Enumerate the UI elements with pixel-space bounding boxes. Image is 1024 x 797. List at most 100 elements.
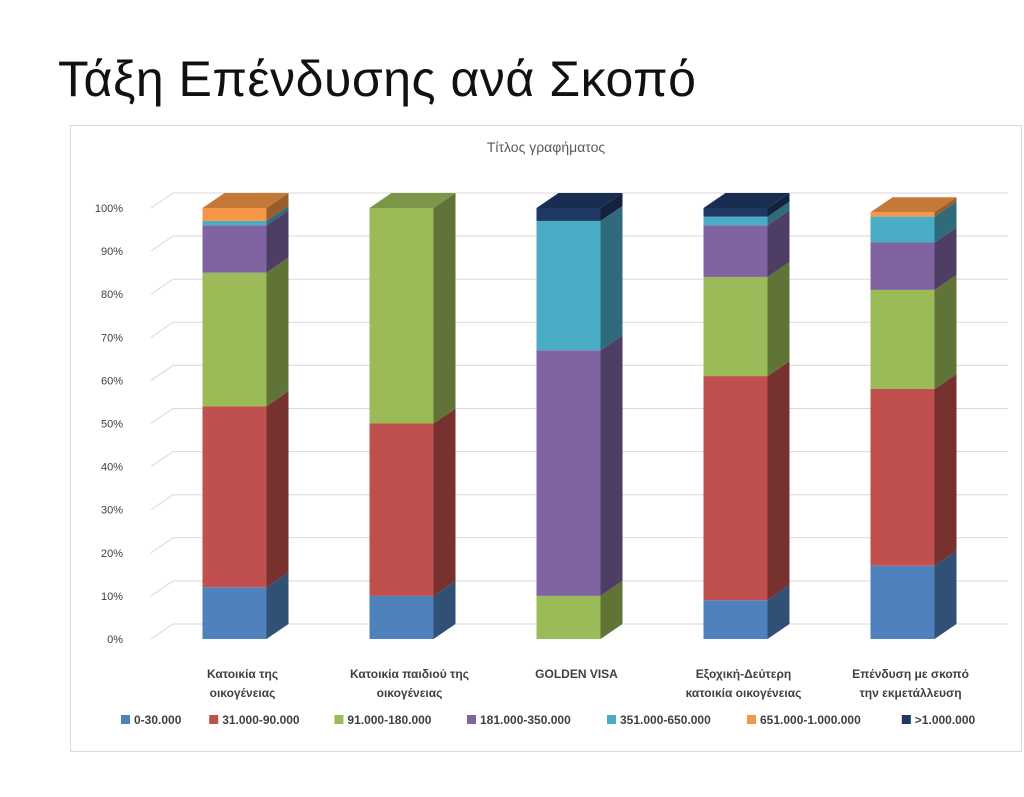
x-category-label: οικογένειας bbox=[377, 686, 443, 700]
legend-swatch bbox=[607, 715, 616, 724]
bar-segment bbox=[202, 406, 267, 588]
bar-segment bbox=[870, 565, 935, 639]
y-tick-label: 30% bbox=[101, 505, 123, 517]
y-tick-label: 20% bbox=[101, 548, 123, 560]
bar-segment bbox=[703, 600, 768, 639]
bar-segment bbox=[703, 276, 768, 377]
bar-segment bbox=[870, 289, 935, 390]
gridline-depth bbox=[150, 494, 174, 511]
stacked-bar-chart: Τίτλος γραφήματος 0% 10% 20% 30% 40% 50% 60% 70%… bbox=[95, 139, 1008, 727]
bar-segment-side bbox=[600, 205, 623, 351]
y-tick-label: 90% bbox=[101, 246, 123, 258]
bar-segment bbox=[202, 272, 267, 407]
bar-segment bbox=[870, 242, 935, 290]
bar-segment-side bbox=[433, 193, 456, 424]
chart-title: Τίτλος γραφήματος bbox=[487, 139, 606, 155]
bar-segment-top bbox=[870, 197, 957, 213]
gridline-depth bbox=[150, 235, 174, 252]
bar-segment bbox=[536, 350, 601, 596]
slide-title: Τάξη Επένδυσης ανά Σκοπό bbox=[58, 51, 697, 107]
y-tick-label: 40% bbox=[101, 462, 123, 474]
x-category-label: Κατοικία της bbox=[207, 667, 278, 681]
bar-segment-side bbox=[934, 274, 957, 390]
x-category-label: GOLDEN VISA bbox=[535, 667, 618, 681]
bar-segment-side bbox=[266, 257, 289, 407]
bar-segment-side bbox=[600, 580, 623, 639]
legend-label: 651.000-1.000.000 bbox=[760, 713, 861, 727]
bar-segment-side bbox=[934, 550, 957, 639]
bar-segment bbox=[536, 220, 601, 351]
bar-segment-side bbox=[433, 408, 456, 596]
bar-segment bbox=[536, 595, 601, 639]
chart-frame: Τίτλος γραφήματος 0% 10% 20% 30% 40% 50% 60% 70%… bbox=[70, 125, 1022, 752]
bar-segment-top bbox=[369, 193, 456, 208]
legend-swatch bbox=[747, 715, 756, 724]
y-tick-label: 60% bbox=[101, 375, 123, 387]
y-tick-label: 10% bbox=[101, 591, 123, 603]
bar-segment-top bbox=[703, 193, 790, 208]
x-category-label: οικογένειας bbox=[210, 686, 276, 700]
gridline-depth bbox=[150, 408, 174, 424]
legend-label: 91.000-180.000 bbox=[347, 713, 431, 727]
bar-segment bbox=[703, 216, 768, 226]
gridline-depth bbox=[150, 192, 174, 209]
legend-swatch bbox=[121, 715, 130, 724]
bar-segment-side bbox=[266, 391, 289, 588]
y-tick-label: 100% bbox=[95, 203, 123, 215]
gridline-depth bbox=[150, 580, 174, 597]
bar-segment-side bbox=[266, 193, 289, 221]
bar-segment-top bbox=[202, 193, 289, 208]
legend-swatch bbox=[334, 715, 344, 724]
legend-label: 0-30.000 bbox=[134, 713, 182, 727]
gridline-depth bbox=[150, 321, 174, 338]
bar-segment bbox=[202, 220, 267, 226]
bar-segment-top bbox=[536, 193, 623, 208]
x-category-label: Κατοικία παιδιού της bbox=[350, 667, 469, 681]
bar-segment-side bbox=[266, 205, 289, 226]
bar-segment bbox=[369, 208, 434, 424]
bar-segment-side bbox=[934, 227, 957, 290]
legend-swatch bbox=[209, 715, 219, 724]
bar-segment bbox=[870, 212, 935, 217]
bar-segment-side bbox=[767, 201, 790, 226]
bar-segment-side bbox=[767, 361, 790, 601]
gridline-depth bbox=[150, 537, 174, 554]
bar-segment bbox=[202, 587, 267, 639]
gridline-depth bbox=[150, 278, 174, 295]
bar-segment bbox=[870, 216, 935, 243]
bar-segment bbox=[202, 225, 267, 273]
bar-segment-side bbox=[266, 572, 289, 639]
legend-label: 351.000-650.000 bbox=[620, 713, 711, 727]
x-category-label: Επένδυση με σκοπό bbox=[852, 667, 969, 681]
bar-segment bbox=[703, 208, 768, 217]
gridline-depth bbox=[150, 451, 174, 468]
gridline-depth bbox=[150, 364, 174, 381]
bar-segment bbox=[369, 595, 434, 639]
legend-label: 31.000-90.000 bbox=[222, 713, 300, 727]
bar-segment-side bbox=[934, 197, 957, 217]
gridline-depth bbox=[150, 623, 174, 640]
bar-segment bbox=[536, 208, 601, 221]
legend-swatch bbox=[901, 715, 911, 724]
legend-label: >1.000.000 bbox=[915, 713, 976, 727]
bar-segment bbox=[703, 225, 768, 277]
x-category-label: Εξοχική-Δεύτερη bbox=[696, 667, 791, 681]
legend-label: 181.000-350.000 bbox=[480, 713, 571, 727]
bar-segment-side bbox=[433, 580, 456, 639]
legend-swatch bbox=[467, 715, 476, 724]
bar-segment-side bbox=[767, 210, 790, 277]
bar-segment-side bbox=[266, 210, 289, 273]
bar-segment-side bbox=[767, 585, 790, 639]
bar-segment-side bbox=[767, 261, 790, 377]
bar-segment-side bbox=[767, 193, 790, 217]
bar-segment bbox=[369, 423, 434, 596]
bar-segment bbox=[202, 208, 267, 221]
bar-segment-side bbox=[934, 374, 957, 566]
y-tick-label: 0% bbox=[107, 634, 123, 646]
bar-segment-side bbox=[934, 201, 957, 243]
y-tick-label: 80% bbox=[101, 289, 123, 301]
y-tick-label: 70% bbox=[101, 332, 123, 344]
bar-segment-side bbox=[600, 335, 623, 596]
bar-segment bbox=[703, 376, 768, 601]
bar-segment bbox=[870, 389, 935, 566]
